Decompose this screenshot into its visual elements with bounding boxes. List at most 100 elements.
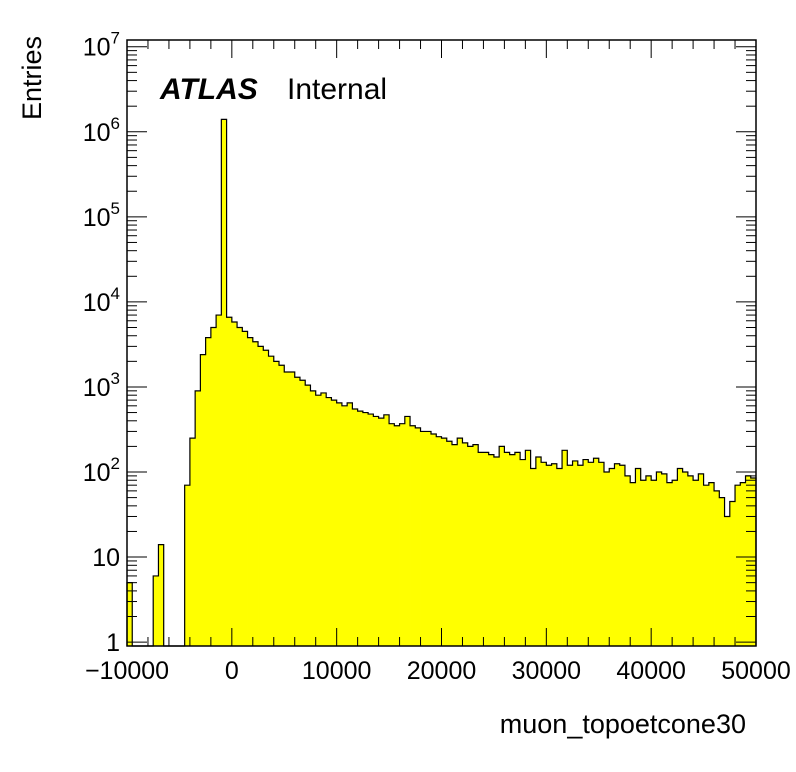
histogram-bin <box>189 438 196 646</box>
histogram-bin <box>693 480 699 646</box>
histogram-bin <box>352 409 359 646</box>
histogram-bin <box>682 472 689 646</box>
histogram-bin <box>478 452 484 646</box>
histogram-bin <box>320 392 327 646</box>
histogram-bin <box>362 412 369 646</box>
y-axis-title: Entries <box>17 36 47 120</box>
histogram-bin <box>509 454 516 646</box>
x-axis-ticks <box>126 40 757 646</box>
histogram-bin <box>258 346 264 646</box>
histogram-bin <box>698 473 704 646</box>
x-axis-tick-labels: −10000 0 10000 20000 30000 40000 50000 <box>85 657 791 685</box>
histogram-bin <box>252 341 259 646</box>
y-tick-label: 105 <box>83 199 120 232</box>
histogram-bin <box>651 480 657 646</box>
histogram-bin <box>525 450 532 646</box>
histogram-bin <box>341 405 348 646</box>
histogram-bin <box>483 452 490 646</box>
histogram-bin <box>630 482 636 646</box>
histogram-bin <box>305 385 311 646</box>
histogram-bin <box>294 377 301 646</box>
x-tick-label: −10000 <box>85 657 169 685</box>
histogram-bin <box>315 395 322 646</box>
histogram-bin <box>378 418 385 646</box>
histogram-bin <box>279 365 285 646</box>
histogram-bin <box>347 402 353 646</box>
histogram-bin <box>666 482 673 646</box>
histogram-bin <box>520 459 526 646</box>
histogram-bin <box>572 460 579 646</box>
histogram-bin <box>368 414 374 646</box>
atlas-label: ATLAS <box>159 73 258 106</box>
histogram-bin <box>719 497 725 646</box>
histogram-bin <box>645 475 652 646</box>
histogram-bin <box>750 478 757 646</box>
histogram-bin <box>714 490 720 646</box>
histogram-bin <box>703 485 710 646</box>
histogram-bin <box>614 463 621 646</box>
histogram-bin <box>404 416 411 646</box>
histogram-bin <box>268 356 275 646</box>
histogram-bin <box>210 327 217 646</box>
histogram-outline <box>126 118 757 647</box>
histogram-bin <box>394 425 400 646</box>
histogram-bin <box>546 465 552 646</box>
y-tick-label: 106 <box>83 114 120 147</box>
histogram-bin <box>326 397 332 646</box>
histogram-bin <box>640 480 647 646</box>
histogram-bin <box>441 438 448 646</box>
histogram-bin <box>499 446 505 646</box>
histogram-bin <box>221 119 227 646</box>
histogram-bin <box>399 423 406 646</box>
histogram-bin <box>158 544 165 646</box>
histogram-bin <box>357 411 364 646</box>
histogram-bin <box>735 485 741 646</box>
histogram-bin <box>514 452 521 646</box>
y-axis-tick-labels: 1 10 102 103 104 105 106 107 <box>83 29 120 657</box>
y-tick-label: 103 <box>83 369 120 402</box>
internal-label: Internal <box>287 73 387 106</box>
y-axis-ticks <box>127 46 756 643</box>
x-tick-label: 50000 <box>721 657 791 685</box>
histogram-bin <box>373 416 379 646</box>
histogram-bin <box>425 431 432 646</box>
histogram-bin <box>635 468 642 646</box>
histogram-bin <box>677 468 684 646</box>
histogram-bin <box>672 480 678 646</box>
histogram-bin <box>493 457 500 646</box>
histogram-bin <box>740 482 746 646</box>
histogram-bin <box>310 390 317 646</box>
histogram-bin <box>593 458 600 646</box>
histogram-bin <box>284 371 290 646</box>
histogram-bin <box>598 462 605 646</box>
histogram-bin <box>504 452 511 646</box>
histogram-bin <box>336 402 343 646</box>
histogram-bin <box>415 427 421 646</box>
histogram-bin <box>588 462 594 646</box>
histogram-bin <box>541 462 547 646</box>
histogram-bin <box>299 380 306 646</box>
y-tick-label: 1 <box>106 629 120 657</box>
x-tick-label: 10000 <box>302 657 372 685</box>
histogram-bin <box>436 436 442 646</box>
histogram-bin <box>451 444 458 646</box>
histogram-bin <box>472 444 479 646</box>
histogram-bin <box>231 322 238 646</box>
histogram-bin <box>420 431 427 646</box>
histogram-bin <box>619 465 626 646</box>
histogram-bin <box>729 501 736 646</box>
histogram-bin <box>661 473 668 646</box>
histogram-bin <box>200 354 207 646</box>
histogram-bin <box>226 317 233 646</box>
histogram-bin <box>127 582 133 646</box>
histogram-bin <box>242 331 248 646</box>
y-tick-label: 102 <box>83 454 120 487</box>
x-tick-label: 30000 <box>512 657 582 685</box>
histogram-bin <box>331 400 338 646</box>
histogram-bin <box>410 425 416 646</box>
y-tick-label: 104 <box>83 284 120 317</box>
histogram-bin <box>488 454 495 646</box>
histogram-bin <box>205 337 212 646</box>
histogram-bin <box>687 475 694 646</box>
